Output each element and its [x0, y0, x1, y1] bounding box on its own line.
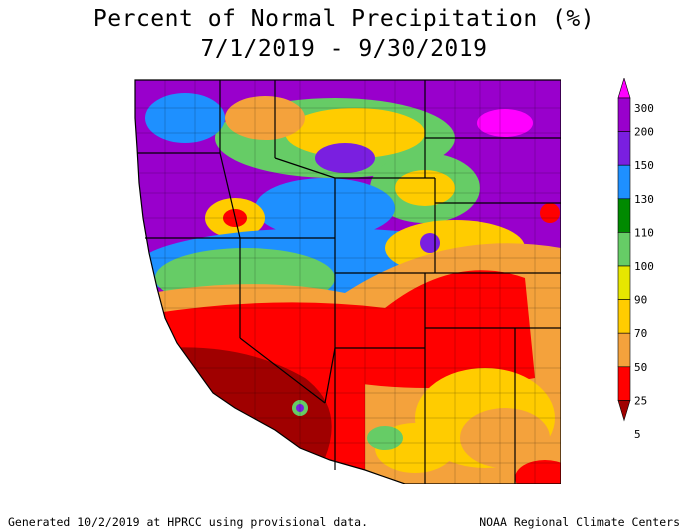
legend-swatch	[617, 299, 631, 334]
legend-label: 25	[634, 394, 647, 407]
legend-label: 50	[634, 361, 647, 374]
legend-label: 110	[634, 226, 654, 239]
precipitation-legend: 300 200 150 130 110 100 90 70 50 25 5	[617, 78, 654, 441]
legend-swatch	[617, 198, 631, 233]
agency-credit: NOAA Regional Climate Centers	[479, 515, 680, 529]
legend-swatch	[617, 131, 631, 166]
precipitation-map	[125, 78, 561, 484]
legend-swatch	[617, 332, 631, 368]
legend-swatch	[617, 97, 631, 132]
legend-label: 300	[634, 102, 654, 115]
legend-label: 5	[634, 428, 641, 441]
map-date-range: 7/1/2019 - 9/30/2019	[200, 36, 488, 62]
legend-label: 150	[634, 159, 654, 172]
legend-label: 200	[634, 126, 654, 139]
generated-note: Generated 10/2/2019 at HPRCC using provi…	[8, 515, 369, 529]
legend-swatch	[617, 366, 631, 401]
legend-swatch	[617, 164, 631, 200]
legend-label: 100	[634, 260, 654, 273]
map-title: Percent of Normal Precipitation (%)	[92, 6, 596, 32]
legend-label: 70	[634, 327, 647, 340]
legend-label: 90	[634, 294, 647, 307]
legend-swatch	[617, 400, 631, 422]
legend-swatch	[617, 265, 631, 300]
state-boundaries	[134, 79, 561, 484]
legend-swatch	[617, 78, 631, 99]
legend-swatch	[617, 232, 631, 267]
legend-label: 130	[634, 193, 654, 206]
county-boundaries	[135, 80, 561, 484]
